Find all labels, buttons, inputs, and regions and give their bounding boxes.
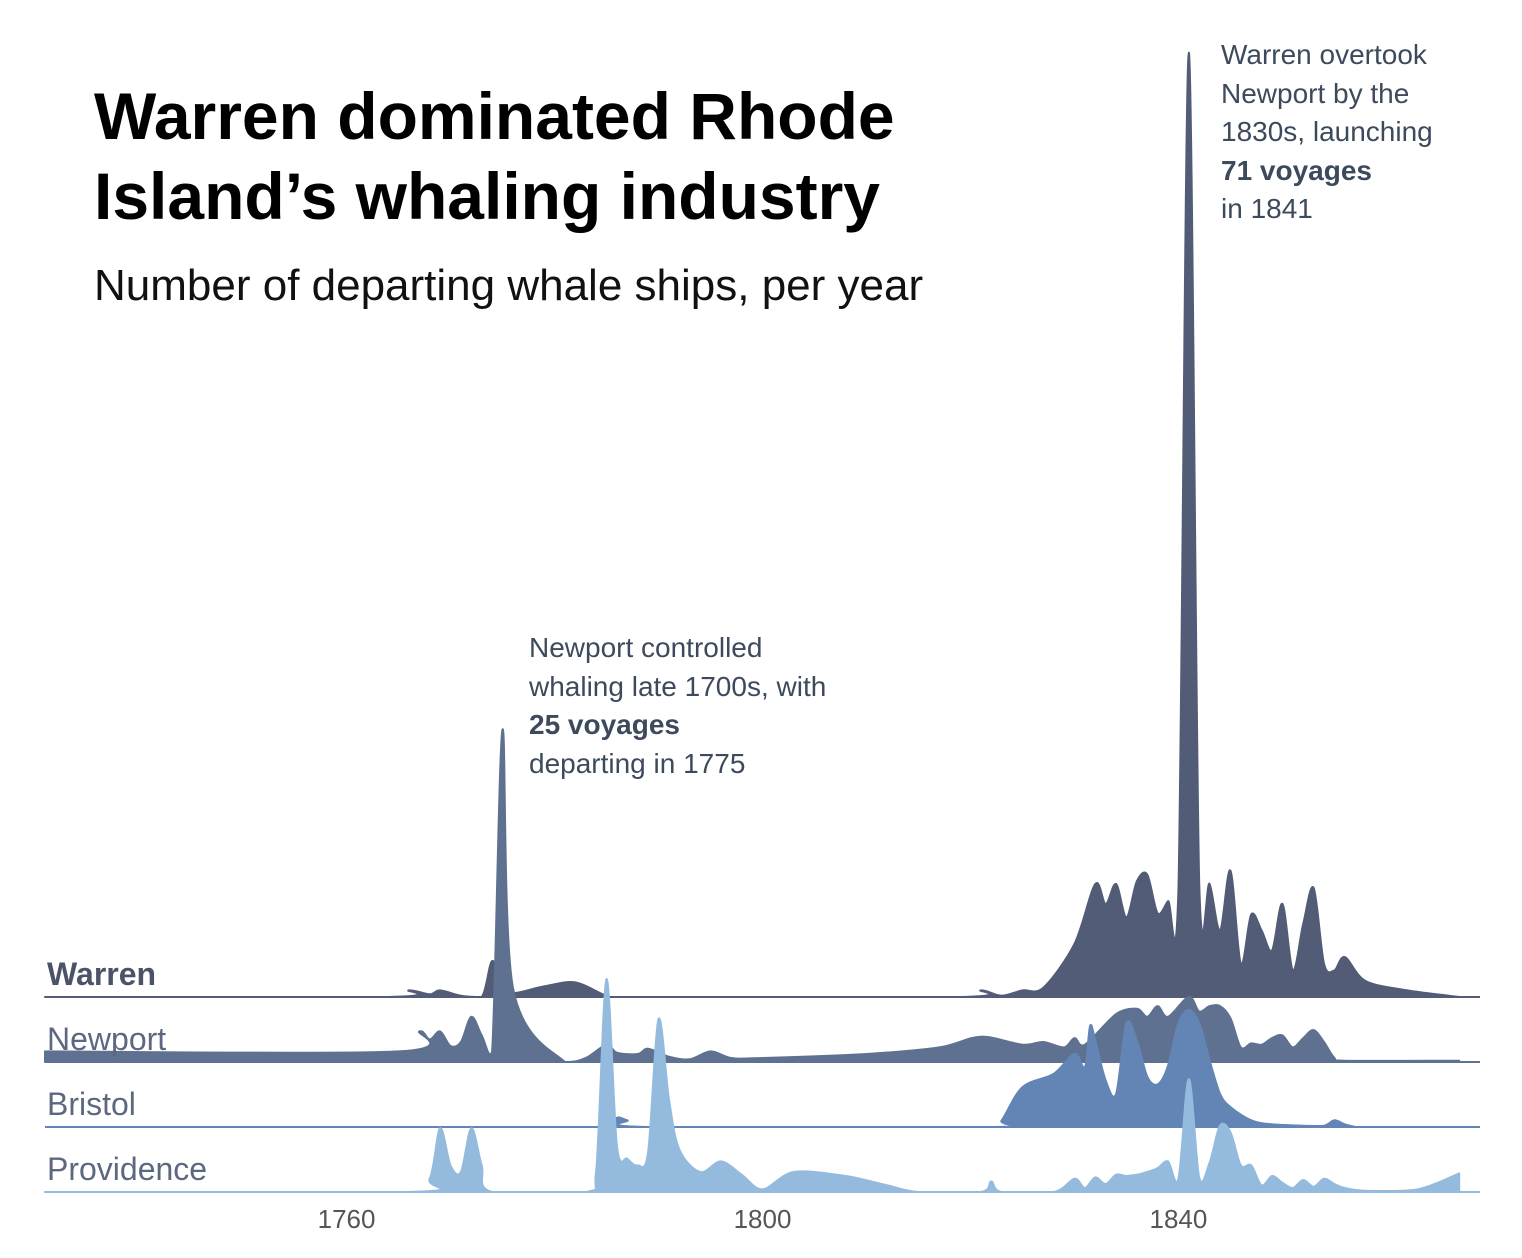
annotation-newport-line-2: whaling late 1700s, with [529,670,827,702]
ridge-providence [44,978,1480,1194]
series-label-warren: Warren [47,956,156,992]
x-tick-label: 1800 [734,1204,792,1234]
annotation-warren-line-2: Newport by the [1221,77,1410,109]
series-label-newport: Newport [47,1021,166,1057]
ridge-area-bristol [605,1009,1357,1129]
ridge-bristol [45,1009,1480,1129]
annotation-warren-line-3: 1830s, launching [1221,116,1433,147]
annotation-newport-tail: departing in 1775 [529,747,746,779]
series-label-providence: Providence [47,1151,207,1187]
annotation-warren-bold-text: 71 voyages [1221,154,1372,186]
annotation-newport: Newport controlled whaling late 1700s, w… [529,629,826,783]
series-label-bristol: Bristol [47,1086,136,1122]
ridge-newport [44,728,1480,1063]
x-tick-label: 1840 [1150,1204,1208,1234]
x-tick-label: 1760 [318,1204,376,1234]
annotation-warren: Warren overtook Newport by the 1830s, la… [1221,36,1433,229]
annotation-newport-line-1: Newport controlled [529,632,763,663]
ridge-area-providence [44,978,1461,1194]
annotation-warren-line-1: Warren overtook [1221,39,1427,70]
annotation-warren-bold: 71 voyages [1221,152,1433,191]
annotation-newport-bold: 25 voyages [529,706,826,745]
annotation-newport-bold-text: 25 voyages [529,709,680,740]
ridge-area-newport [44,728,1461,1063]
annotation-warren-tail: in 1841 [1221,193,1313,224]
chart-title: Warren dominated Rhode Island’s whaling … [94,79,895,233]
chart-subtitle: Number of departing whale ships, per yea… [94,261,924,310]
